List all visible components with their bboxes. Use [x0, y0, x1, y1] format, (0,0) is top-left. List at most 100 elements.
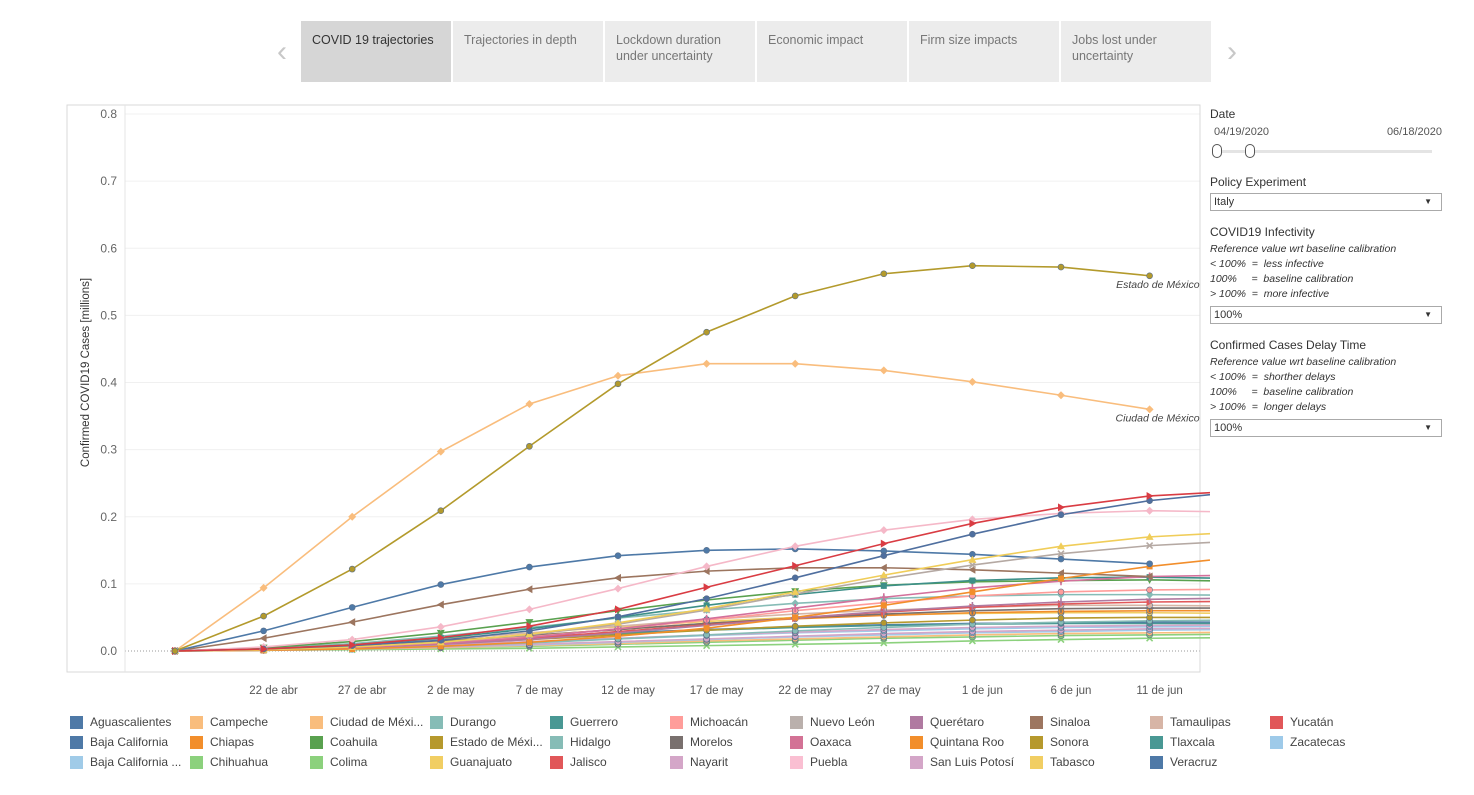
- data-point: [879, 593, 888, 602]
- tab-economic-impact[interactable]: Economic impact: [757, 21, 907, 82]
- legend-item[interactable]: Chihuahua: [190, 753, 268, 771]
- legend-label: Tabasco: [1050, 755, 1095, 769]
- legend-item[interactable]: Michoacán: [670, 713, 748, 731]
- legend-swatch: [790, 735, 803, 749]
- legend-swatch: [550, 715, 563, 729]
- legend-item[interactable]: Sonora: [1030, 733, 1089, 751]
- data-point: [1145, 572, 1153, 581]
- slider-start-handle[interactable]: [1212, 144, 1222, 158]
- data-point: [614, 584, 622, 593]
- legend-item[interactable]: Chiapas: [190, 733, 254, 751]
- tab-lockdown-duration[interactable]: Lockdown duration under uncertainty: [605, 21, 755, 82]
- x-tick-label: 11 de jun: [1136, 685, 1182, 697]
- legend-item[interactable]: Guerrero: [550, 713, 618, 731]
- y-axis-title: Confirmed COVID19 Cases [millions]: [80, 278, 92, 467]
- y-tick-label: 0.8: [100, 107, 117, 121]
- delay-select[interactable]: 100%: [1210, 419, 1442, 437]
- data-point: [791, 292, 799, 300]
- legend-swatch: [1030, 715, 1043, 729]
- legend-item[interactable]: Veracruz: [1150, 753, 1217, 771]
- x-tick-label: 7 de may: [516, 685, 564, 697]
- data-point: [792, 614, 799, 621]
- legend-item[interactable]: Zacatecas: [1270, 733, 1345, 751]
- legend-item[interactable]: Yucatán: [1270, 713, 1333, 731]
- legend-item[interactable]: Oaxaca: [790, 733, 851, 751]
- legend-item[interactable]: Puebla: [790, 753, 847, 771]
- legend-swatch: [670, 735, 683, 749]
- legend-item[interactable]: Nuevo León: [790, 713, 875, 731]
- data-point: [1145, 506, 1154, 515]
- legend-item[interactable]: Hidalgo: [550, 733, 611, 751]
- legend-item[interactable]: Quintana Roo: [910, 733, 1004, 751]
- data-point: [703, 625, 710, 632]
- legend-item[interactable]: Colima: [310, 753, 367, 771]
- legend-label: Coahuila: [330, 735, 378, 749]
- next-tab-button[interactable]: ›: [1227, 35, 1237, 68]
- data-point: [1057, 550, 1065, 558]
- legend-swatch: [1030, 755, 1043, 769]
- y-tick-label: 0.5: [100, 308, 117, 322]
- legend-item[interactable]: Morelos: [670, 733, 733, 751]
- legend-item[interactable]: Querétaro: [910, 713, 984, 731]
- date-range-slider[interactable]: [1210, 141, 1446, 161]
- slider-end-handle[interactable]: [1245, 144, 1255, 158]
- data-point: [614, 618, 622, 626]
- data-point: [349, 640, 357, 649]
- legend-item[interactable]: Baja California ...: [70, 753, 181, 771]
- y-tick-label: 0.6: [100, 241, 117, 255]
- tab-trajectories-in-depth[interactable]: Trajectories in depth: [453, 21, 603, 82]
- legend-item[interactable]: Jalisco: [550, 753, 607, 771]
- legend-swatch: [430, 755, 443, 769]
- legend-item[interactable]: Campeche: [190, 713, 268, 731]
- legend-label: Tlaxcala: [1170, 735, 1215, 749]
- legend-swatch: [190, 715, 203, 729]
- legend-swatch: [1150, 755, 1163, 769]
- tab-covid19-trajectories[interactable]: COVID 19 trajectories: [301, 21, 451, 82]
- legend-item[interactable]: Nayarit: [670, 753, 728, 771]
- data-point: [880, 539, 888, 548]
- data-point: [1057, 542, 1065, 550]
- legend-item[interactable]: Tabasco: [1030, 753, 1095, 771]
- legend-item[interactable]: Estado de Méxi...: [430, 733, 543, 751]
- x-tick-label: 22 de may: [778, 685, 832, 697]
- data-point: [1057, 597, 1065, 606]
- legend-item[interactable]: Coahuila: [310, 733, 377, 751]
- policy-experiment-select[interactable]: Italy: [1210, 193, 1442, 211]
- legend-item[interactable]: Guanajuato: [430, 753, 512, 771]
- data-point: [703, 328, 710, 336]
- legend-swatch: [910, 755, 923, 769]
- y-tick-label: 0.0: [100, 644, 117, 658]
- previous-tab-button[interactable]: ‹: [277, 35, 287, 68]
- legend-label: Zacatecas: [1290, 735, 1346, 749]
- legend-item[interactable]: Aguascalientes: [70, 713, 171, 731]
- tab-firm-size-impacts[interactable]: Firm size impacts: [909, 21, 1059, 82]
- data-point: [968, 602, 977, 611]
- policy-filter: Policy Experiment Italy: [1210, 175, 1446, 211]
- legend-swatch: [70, 715, 83, 729]
- tab-jobs-lost[interactable]: Jobs lost under uncertainty: [1061, 21, 1211, 82]
- legend-label: Veracruz: [1170, 755, 1218, 769]
- slider-track[interactable]: [1218, 150, 1432, 153]
- data-point: [791, 587, 800, 595]
- data-point: [260, 627, 267, 635]
- data-point: [880, 582, 887, 589]
- legend-item[interactable]: San Luis Potosí: [910, 753, 1014, 771]
- data-point: [879, 366, 888, 375]
- legend-swatch: [670, 715, 683, 729]
- data-point: [171, 647, 179, 655]
- legend-swatch: [550, 735, 563, 749]
- plot-frame: [66, 104, 1201, 673]
- legend-item[interactable]: Tamaulipas: [1150, 713, 1231, 731]
- series-line: [174, 362, 1150, 652]
- legend-item[interactable]: Ciudad de Méxi...: [310, 713, 423, 731]
- legend-item[interactable]: Sinaloa: [1030, 713, 1090, 731]
- data-point: [879, 563, 887, 572]
- data-point: [880, 552, 888, 559]
- infectivity-select[interactable]: 100%: [1210, 306, 1442, 324]
- legend-item[interactable]: Durango: [430, 713, 496, 731]
- legend-item[interactable]: Baja California: [70, 733, 168, 751]
- data-point: [969, 577, 976, 584]
- legend-label: Morelos: [690, 735, 733, 749]
- legend-item[interactable]: Tlaxcala: [1150, 733, 1215, 751]
- legend-swatch: [910, 715, 923, 729]
